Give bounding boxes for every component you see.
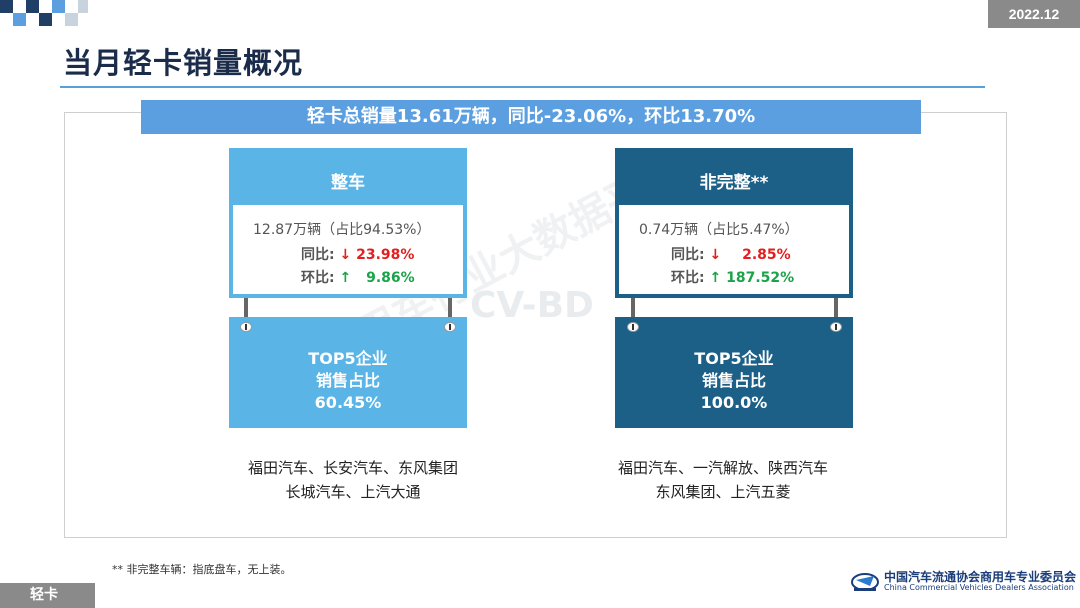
page-title: 当月轻卡销量概况 xyxy=(63,46,304,80)
connector-stem xyxy=(448,298,452,322)
title-divider xyxy=(60,86,985,88)
pin-icon xyxy=(444,322,456,332)
top5-value: 60.45% xyxy=(314,393,382,412)
volume-share: 12.87万辆（占比94.53%） xyxy=(253,222,431,238)
connector-stem xyxy=(244,298,248,322)
yoy-row: 同比: ↓ 2.85% xyxy=(671,244,791,264)
yoy-label: 同比: xyxy=(671,247,705,263)
yoy-value: 23.98% xyxy=(356,247,415,263)
pin-icon xyxy=(627,322,639,332)
card-whole-vehicle-top5: TOP5企业 销售占比 60.45% xyxy=(229,317,467,428)
mom-value: 187.52% xyxy=(726,270,795,286)
mom-row: 环比: ↑ 187.52% xyxy=(671,267,794,287)
card-title: 整车 xyxy=(331,173,365,193)
association-logo: 中国汽车流通协会商用车专业委员会 China Commercial Vehicl… xyxy=(850,566,1076,596)
association-emblem-icon xyxy=(851,573,879,591)
card-title: 非完整** xyxy=(699,173,769,193)
mom-value: 9.86% xyxy=(366,270,415,286)
pin-icon xyxy=(830,322,842,332)
footnote: ** 非完整车辆：指底盘车，无上装。 xyxy=(112,563,292,576)
top5-sublabel: 销售占比 xyxy=(701,371,766,390)
volume-share: 0.74万辆（占比5.47%） xyxy=(639,222,799,238)
top5-companies: 福田汽车、一汽解放、陕西汽车 东风集团、上汽五菱 xyxy=(573,456,873,504)
card-stats-panel: 12.87万辆（占比94.53%） 同比: ↓ 23.98% 环比: ↑ 9.8… xyxy=(233,205,463,294)
logo-en: China Commercial Vehicles Dealers Associ… xyxy=(884,583,1074,592)
companies-line-2: 长城汽车、上汽大通 xyxy=(285,483,421,501)
companies-line-1: 福田汽车、一汽解放、陕西汽车 xyxy=(617,459,828,477)
up-arrow-icon: ↑ xyxy=(339,270,352,286)
yoy-label: 同比: xyxy=(301,247,335,263)
section-tab: 轻卡 xyxy=(0,583,95,608)
top5-companies: 福田汽车、长安汽车、东风集团 长城汽车、上汽大通 xyxy=(203,456,503,504)
card-stats-panel: 0.74万辆（占比5.47%） 同比: ↓ 2.85% 环比: ↑ 187.52… xyxy=(619,205,849,294)
mom-label: 环比: xyxy=(671,270,705,286)
corner-pattern-decoration xyxy=(0,0,90,26)
summary-banner: 轻卡总销量13.61万辆，同比-23.06%，环比13.70% xyxy=(141,100,921,134)
mom-row: 环比: ↑ 9.86% xyxy=(301,267,415,287)
yoy-row: 同比: ↓ 23.98% xyxy=(301,244,414,264)
pin-icon xyxy=(240,322,252,332)
connector-stem xyxy=(631,298,635,322)
logo-cn: 中国汽车流通协会商用车专业委员会 xyxy=(884,570,1077,584)
card-whole-vehicle-header: 整车 12.87万辆（占比94.53%） 同比: ↓ 23.98% 环比: ↑ … xyxy=(229,148,467,298)
top5-label: TOP5企业 xyxy=(308,349,388,368)
top5-value: 100.0% xyxy=(700,393,768,412)
down-arrow-icon: ↓ xyxy=(709,247,722,263)
down-arrow-icon: ↓ xyxy=(339,247,352,263)
card-incomplete-top5: TOP5企业 销售占比 100.0% xyxy=(615,317,853,428)
up-arrow-icon: ↑ xyxy=(709,270,722,286)
mom-label: 环比: xyxy=(301,270,335,286)
card-incomplete-header: 非完整** 0.74万辆（占比5.47%） 同比: ↓ 2.85% 环比: ↑ … xyxy=(615,148,853,298)
companies-line-1: 福田汽车、长安汽车、东风集团 xyxy=(247,459,458,477)
top5-label: TOP5企业 xyxy=(694,349,774,368)
yoy-value: 2.85% xyxy=(742,247,791,263)
top5-sublabel: 销售占比 xyxy=(315,371,380,390)
date-tab: 2022.12 xyxy=(988,0,1080,28)
connector-stem xyxy=(834,298,838,322)
companies-line-2: 东风集团、上汽五菱 xyxy=(655,483,791,501)
